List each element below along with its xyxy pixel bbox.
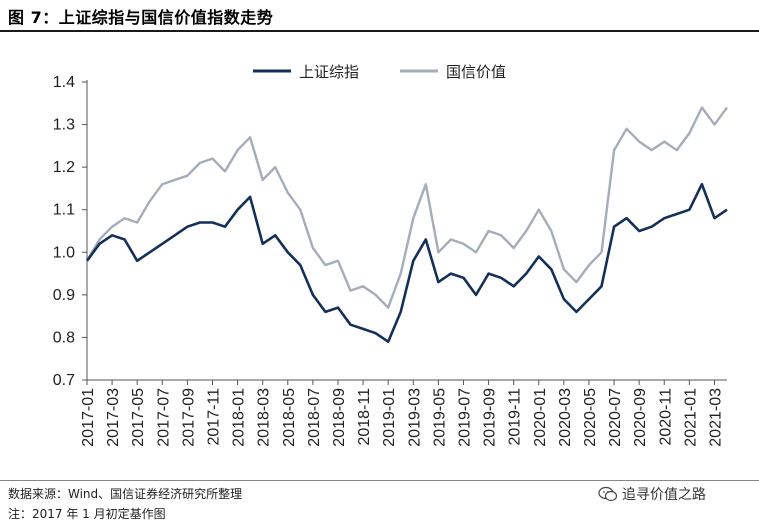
x-tick-label: 2020-11 (657, 388, 674, 446)
x-tick-label: 2021-03 (707, 388, 724, 447)
y-tick-label: 1.4 (53, 74, 75, 91)
series-layer (85, 106, 728, 343)
figure-title: 图 7：上证综指与国信价值指数走势 (8, 8, 274, 27)
x-tick-label: 2019-11 (507, 388, 524, 446)
legend-label: 国信价值 (446, 63, 506, 81)
x-tick-label: 2019-03 (406, 388, 423, 447)
x-tick-label: 2019-09 (482, 388, 499, 447)
y-tick-label: 1.0 (53, 244, 75, 261)
x-tick-label: 2017-07 (155, 388, 172, 447)
line-chart: 上证综指 国信价值 0.7 0.8 0.9 1.0 1.1 1.2 1.3 1.4 2017-0… (53, 63, 728, 447)
y-tick-label: 1.2 (53, 159, 75, 176)
series-line-1 (85, 106, 728, 309)
x-tick-label: 2019-01 (381, 388, 398, 447)
y-tick-label: 0.9 (53, 287, 75, 304)
x-tick-label: 2020-07 (607, 388, 624, 447)
y-axis: 0.7 0.8 0.9 1.0 1.1 1.2 1.3 1.4 (53, 74, 88, 389)
x-tick-label: 2018-03 (256, 388, 273, 447)
wechat-icon (598, 486, 618, 502)
x-tick-label: 2017-05 (130, 388, 147, 447)
base-note: 注：2017 年 1 月初定基作图 (8, 507, 166, 521)
x-tick-label: 2021-01 (682, 388, 699, 447)
watermark: 追寻价值之路 (598, 484, 706, 504)
footer-divider (0, 480, 759, 481)
legend-label: 上证综指 (299, 63, 359, 81)
x-tick-label: 2019-05 (431, 388, 448, 447)
x-axis: 2017-01 2017-03 2017-05 2017-07 2017-09 2017-… (80, 379, 727, 447)
y-tick-label: 1.3 (53, 117, 75, 134)
y-tick-label: 0.8 (53, 329, 75, 346)
x-tick-label: 2020-01 (532, 388, 549, 447)
series-line-0 (85, 182, 728, 343)
x-tick-label: 2018-09 (331, 388, 348, 447)
x-tick-label: 2017-03 (105, 388, 122, 447)
x-tick-label: 2017-01 (80, 388, 97, 447)
x-tick-label: 2018-01 (231, 388, 248, 447)
source-note: 数据来源：Wind、国信证券经济研究所整理 (8, 487, 243, 501)
watermark-text: 追寻价值之路 (622, 487, 706, 503)
x-tick-label: 2018-11 (356, 388, 373, 446)
x-tick-label: 2017-09 (180, 388, 197, 447)
x-tick-label: 2019-07 (456, 388, 473, 447)
title-divider (0, 30, 759, 32)
chart-legend: 上证综指 国信价值 (253, 63, 506, 81)
x-tick-label: 2020-09 (632, 388, 649, 447)
y-tick-label: 0.7 (53, 372, 75, 389)
x-tick-label: 2018-07 (306, 388, 323, 447)
x-tick-label: 2020-03 (557, 388, 574, 447)
y-tick-label: 1.1 (53, 202, 75, 219)
x-tick-label: 2020-05 (582, 388, 599, 447)
x-tick-label: 2017-11 (205, 388, 222, 446)
x-tick-label: 2018-05 (281, 388, 298, 447)
